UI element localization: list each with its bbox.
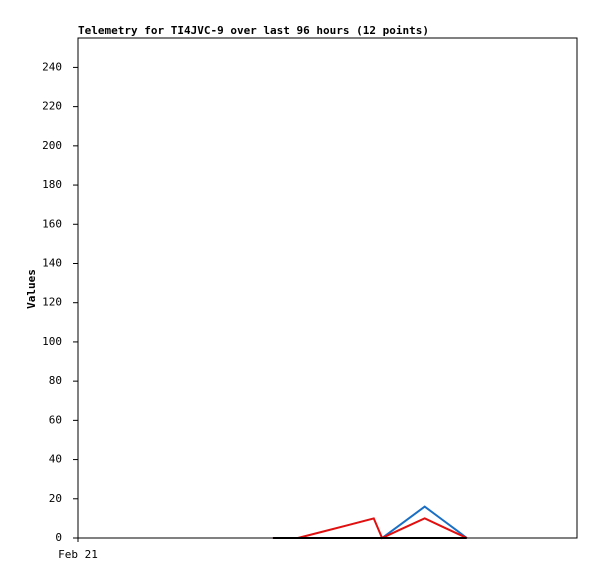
y-tick-label: 200 — [42, 139, 62, 152]
x-tick-label: Feb 21 — [58, 548, 98, 561]
y-tick-label: 100 — [42, 335, 62, 348]
y-tick-label: 240 — [42, 60, 62, 73]
y-tick-label: 40 — [49, 453, 62, 466]
y-tick-label: 120 — [42, 296, 62, 309]
y-tick-label: 60 — [49, 413, 62, 426]
y-tick-label: 80 — [49, 374, 62, 387]
series-line — [272, 517, 468, 540]
y-axis-label: Values — [25, 269, 38, 309]
y-tick-label: 0 — [55, 531, 62, 544]
y-tick-label: 140 — [42, 256, 62, 269]
y-tick-label: 220 — [42, 100, 62, 113]
series-line — [272, 505, 468, 539]
chart-title: Telemetry for TI4JVC-9 over last 96 hour… — [78, 24, 429, 37]
y-tick-label: 20 — [49, 492, 62, 505]
y-tick-label: 180 — [42, 178, 62, 191]
y-tick-label: 160 — [42, 217, 62, 230]
plot-frame — [77, 37, 578, 539]
